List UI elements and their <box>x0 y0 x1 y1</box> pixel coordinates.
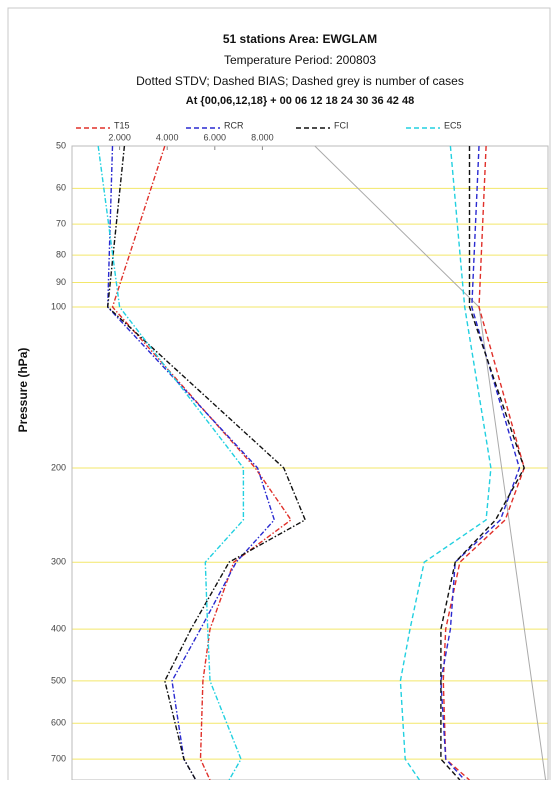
y-tick-label: 100 <box>51 301 66 311</box>
x-tick-label: 4.000 <box>156 132 179 142</box>
stdv-line <box>106 146 276 780</box>
plot-lines <box>97 146 547 780</box>
legend-label: FCI <box>334 120 349 130</box>
y-tick-label: 70 <box>56 219 66 229</box>
y-axis-label: Pressure (hPa) <box>16 348 30 433</box>
y-tick-label: 200 <box>51 462 66 472</box>
legend-label: EC5 <box>444 120 462 130</box>
y-tick-label: 300 <box>51 557 66 567</box>
legend-label: T15 <box>114 120 130 130</box>
chart-subtitle: Dotted STDV; Dashed BIAS; Dashed grey is… <box>136 74 464 88</box>
stdv-line <box>97 146 245 780</box>
bias-line <box>440 146 525 780</box>
y-tick-label: 60 <box>56 183 66 193</box>
bias-line <box>399 146 492 780</box>
chart-title: 51 stations Area: EWGLAM <box>223 32 377 46</box>
y-tick-label: 700 <box>51 753 66 763</box>
chart-frame <box>7 7 551 785</box>
x-tick-label: 8.000 <box>251 132 274 142</box>
bias-line <box>442 146 525 780</box>
x-tick-label: 6.000 <box>204 132 227 142</box>
stdv-line <box>106 146 307 780</box>
x-tick-label: 2.000 <box>108 132 131 142</box>
legend-label: RCR <box>224 120 244 130</box>
y-tick-label: 600 <box>51 718 66 728</box>
chart-subtitle: Temperature Period: 200803 <box>224 53 376 67</box>
y-tick-label: 90 <box>56 277 66 287</box>
y-tick-label: 80 <box>56 250 66 260</box>
stdv-line <box>111 146 292 780</box>
chart-subtitle: At {00,06,12,18} + 00 06 12 18 24 30 36 … <box>186 95 414 107</box>
y-tick-label: 400 <box>51 623 66 633</box>
y-tick-label: 50 <box>56 140 66 150</box>
y-tick-label: 500 <box>51 675 66 685</box>
